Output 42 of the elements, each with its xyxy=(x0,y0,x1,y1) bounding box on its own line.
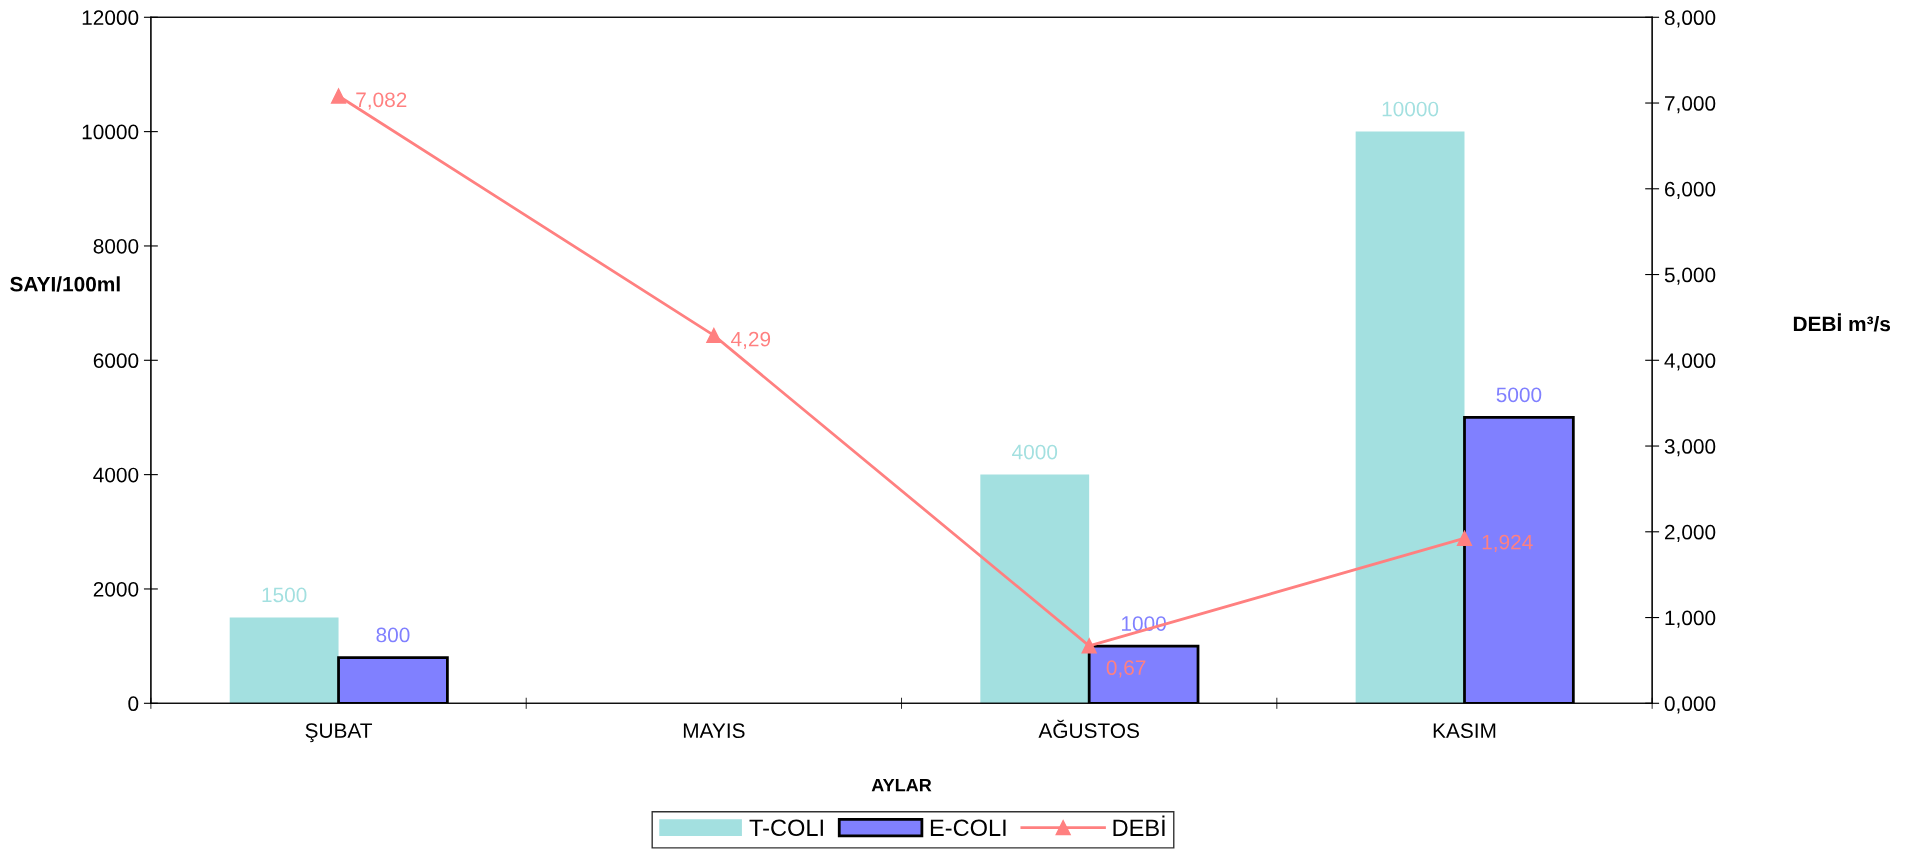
bar xyxy=(980,474,1090,704)
y2-tick-label: 0,000 xyxy=(1664,696,1716,714)
data-label: 10000 xyxy=(1382,101,1439,117)
y2-tick-label: 1,000 xyxy=(1665,610,1716,628)
legend-label: T-COLI xyxy=(749,819,823,837)
y2-tick-label: 8,000 xyxy=(1664,10,1716,28)
data-label: 7,082 xyxy=(356,92,407,110)
x-tick-label: MAYIS xyxy=(683,723,745,739)
data-label: 1,924 xyxy=(1482,534,1533,552)
legend-label: DEBİ xyxy=(1113,815,1165,836)
point xyxy=(706,327,722,344)
y-axis-title: SAYI/100ml xyxy=(10,276,120,292)
y2-tick-label: 2,000 xyxy=(1665,524,1716,543)
y2-tick-label: 4,000 xyxy=(1664,353,1716,371)
point xyxy=(1456,530,1473,546)
data-label: 5000 xyxy=(1496,387,1542,403)
legend-label: E-COLI xyxy=(930,819,1006,837)
y2-tick-label: 7,000 xyxy=(1665,96,1716,114)
x-tick-label: KASIM xyxy=(1433,723,1496,739)
x-tick-label: ŞUBAT xyxy=(305,723,373,743)
x-tick-label: AĞUSTOS xyxy=(1038,719,1139,739)
x-axis-title: AYLAR xyxy=(871,778,932,792)
data-label: 0,67 xyxy=(1106,660,1146,678)
data-label: 4,29 xyxy=(731,331,771,350)
y-tick-label: 8000 xyxy=(93,238,139,254)
y-tick-label: 0 xyxy=(128,696,139,712)
bar xyxy=(1355,131,1465,704)
y-tick-label: 10000 xyxy=(82,124,139,140)
point xyxy=(330,88,347,104)
data-label: 4000 xyxy=(1012,444,1058,460)
y2-axis-title: DEBİ m³/s xyxy=(1793,313,1891,332)
y-tick-label: 12000 xyxy=(82,10,139,26)
y-tick-label: 2000 xyxy=(93,581,139,597)
bar xyxy=(229,617,339,704)
point xyxy=(1081,638,1097,654)
y-tick-label: 6000 xyxy=(93,353,139,369)
data-label: 800 xyxy=(376,627,410,643)
y2-tick-label: 3,000 xyxy=(1664,439,1716,457)
y-tick-label: 4000 xyxy=(93,467,139,483)
y2-tick-label: 6,000 xyxy=(1665,181,1716,199)
data-label: 1500 xyxy=(262,587,307,603)
y2-tick-label: 5,000 xyxy=(1664,267,1716,285)
